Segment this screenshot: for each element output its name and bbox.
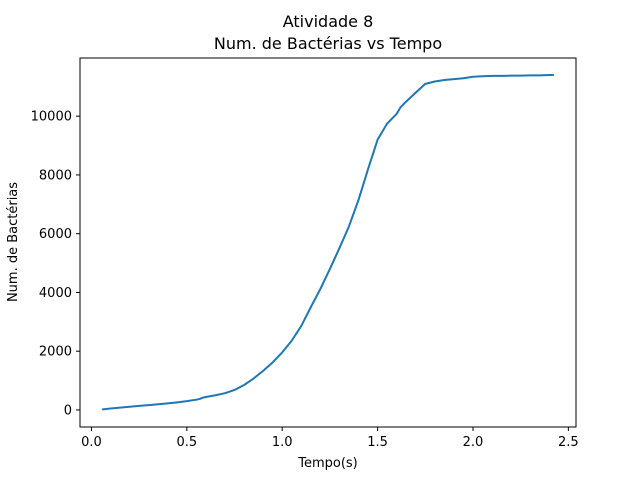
y-tick-label: 10000	[31, 110, 72, 125]
x-axis-ticks: 0.0 0.5 1.0 1.5 2.0 2.5	[81, 427, 579, 450]
y-axis-label: Num. de Bactérias	[6, 182, 21, 302]
y-tick-label: 4000	[39, 286, 72, 301]
y-tick-label: 0	[64, 403, 72, 418]
series-layer	[101, 74, 555, 411]
series-line	[101, 74, 555, 411]
x-axis-label: Tempo(s)	[297, 456, 358, 471]
x-tick-label: 2.5	[558, 435, 579, 450]
x-tick-label: 0.5	[176, 435, 197, 450]
y-axis-ticks: 0 2000 4000 6000 8000 10000	[31, 110, 80, 418]
x-tick-label: 1.0	[272, 435, 293, 450]
y-tick-label: 6000	[39, 227, 72, 242]
x-tick-label: 0.0	[81, 435, 102, 450]
chart-title: Atividade 8	[283, 12, 374, 31]
plot-frame	[79, 57, 577, 428]
x-tick-label: 1.5	[367, 435, 388, 450]
chart-subtitle: Num. de Bactérias vs Tempo	[214, 34, 442, 53]
y-tick-label: 2000	[39, 345, 72, 360]
x-tick-label: 2.0	[463, 435, 484, 450]
y-tick-label: 8000	[39, 168, 72, 183]
